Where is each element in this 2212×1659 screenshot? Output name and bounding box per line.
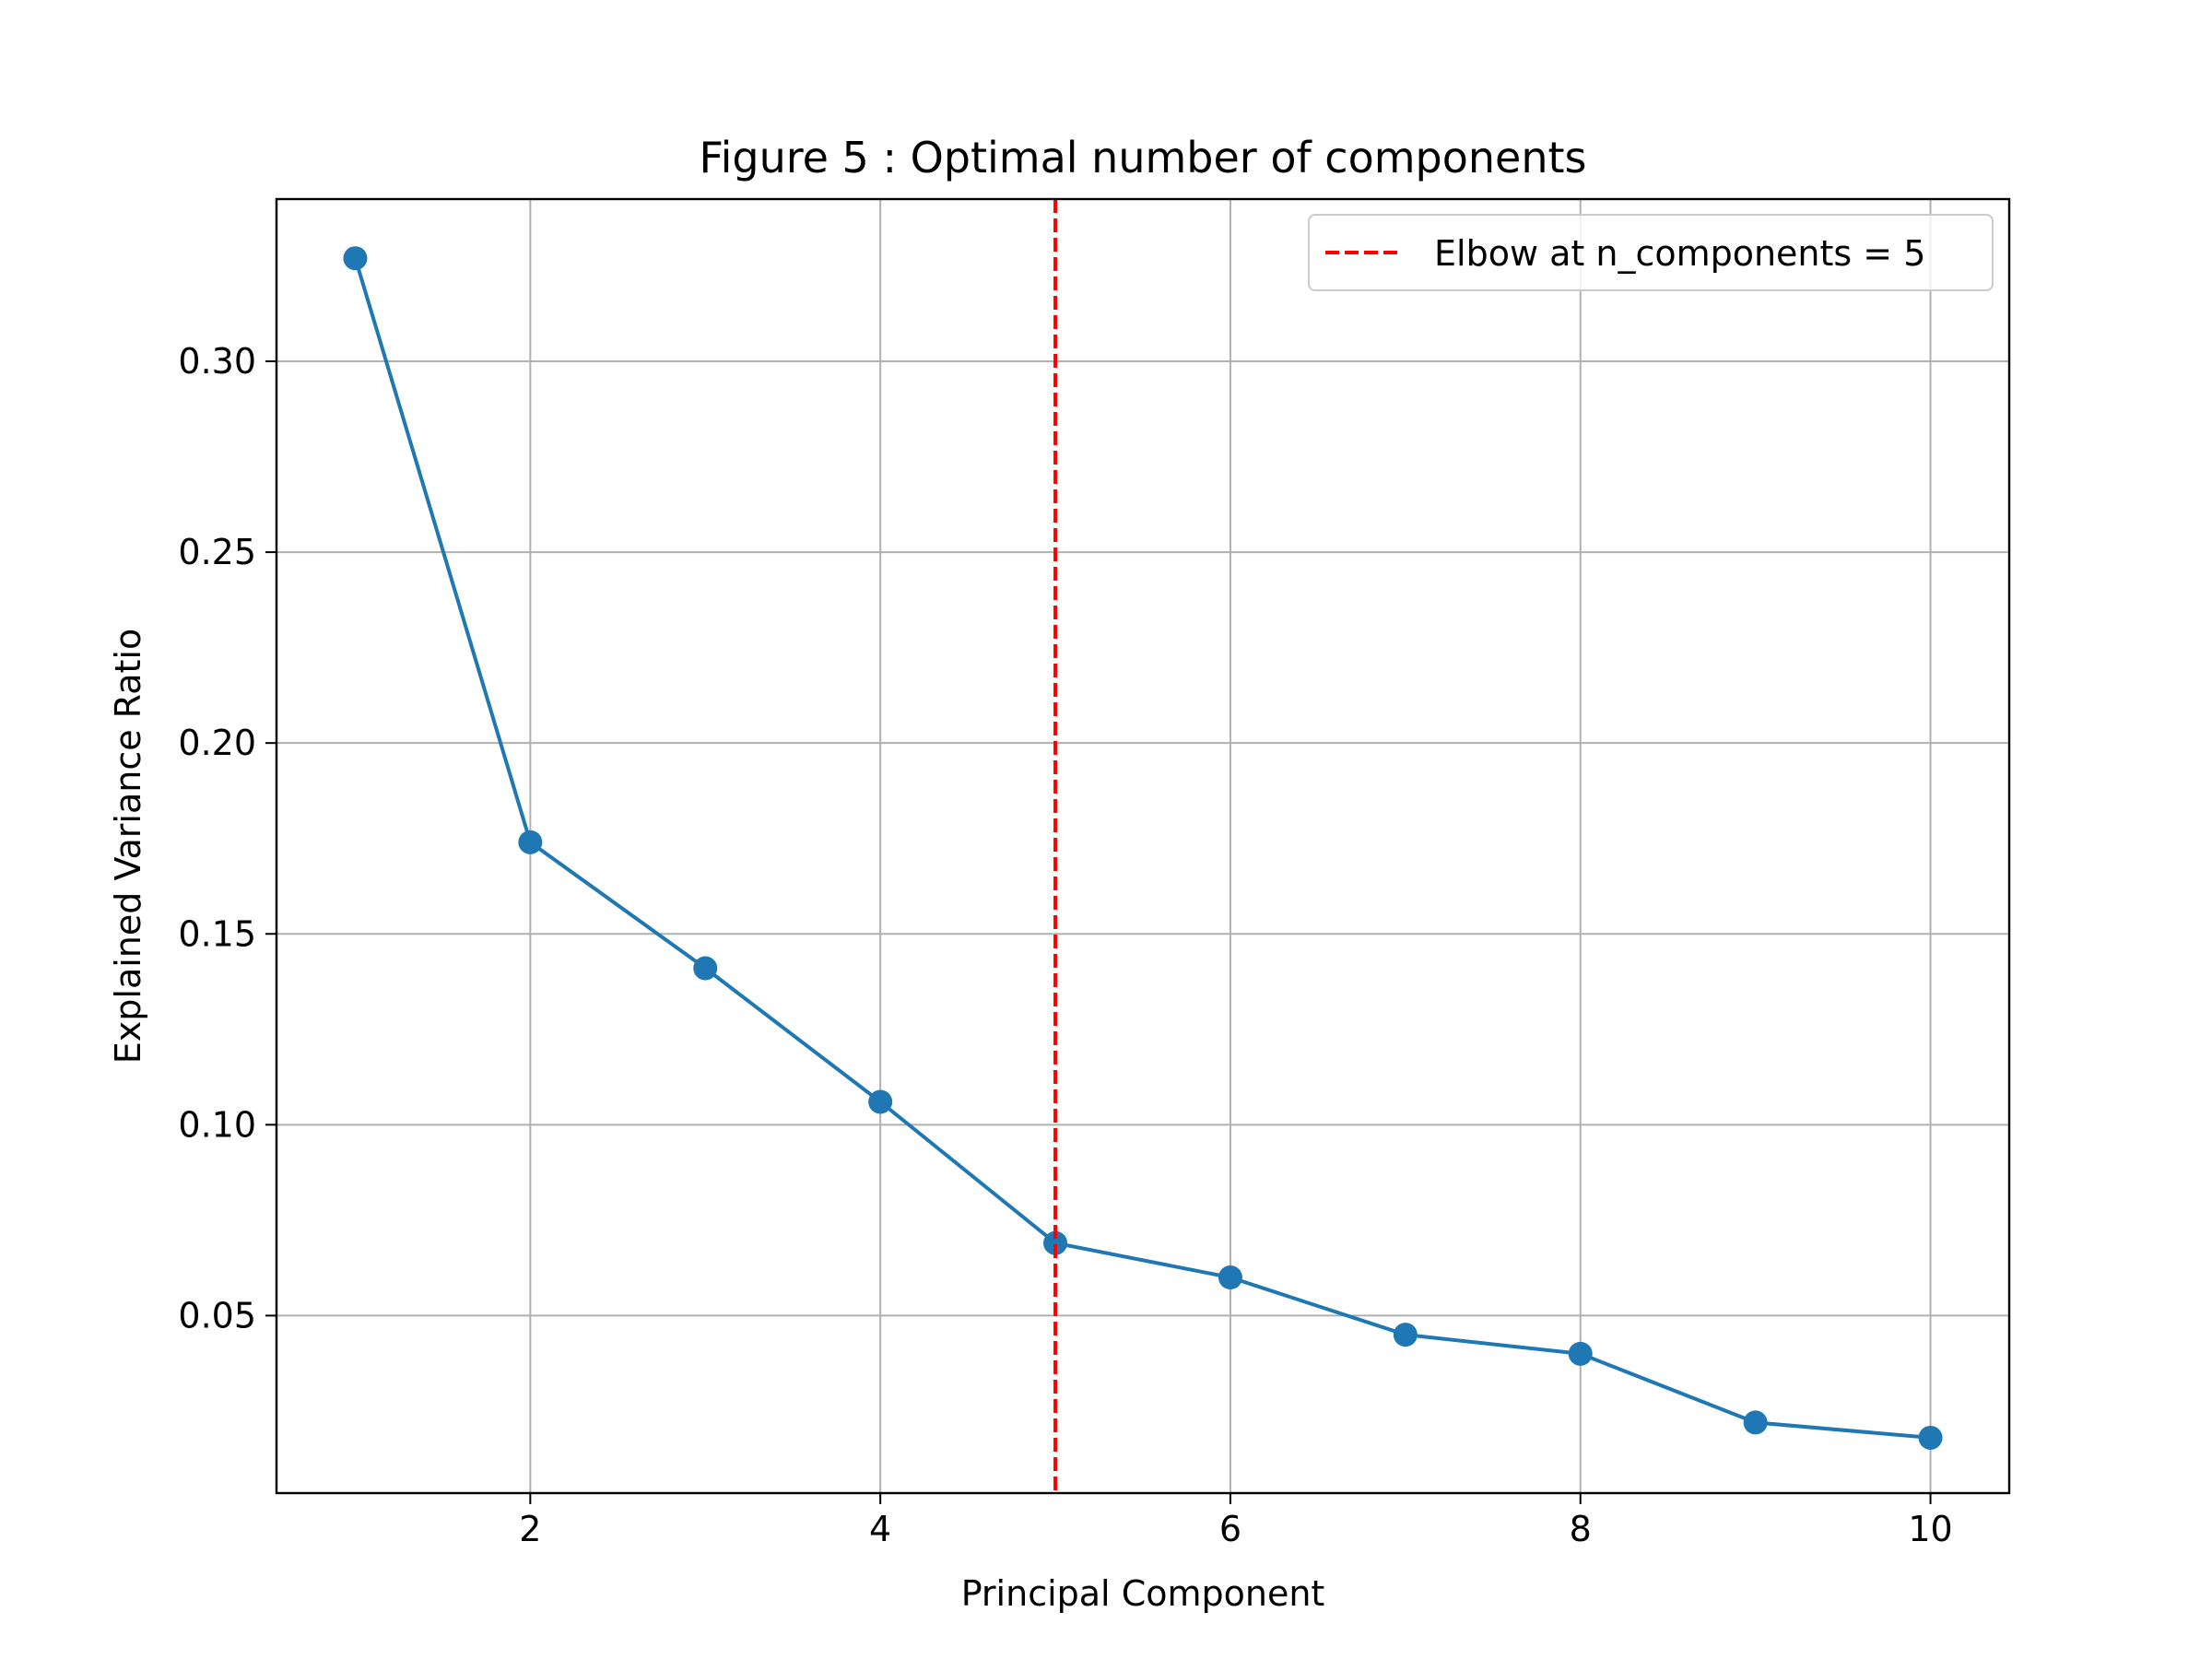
y-ticks: 0.05 0.10 0.15 0.20 0.25 0.30 <box>178 341 276 1335</box>
series-group <box>343 246 1943 1450</box>
y-tick-label: 0.10 <box>178 1104 256 1145</box>
data-point <box>1043 1230 1068 1255</box>
series-line <box>353 257 1931 1440</box>
x-tick-label: 4 <box>869 1509 891 1549</box>
x-tick-label: 8 <box>1570 1509 1592 1549</box>
grid <box>276 199 2009 1493</box>
data-point <box>1218 1265 1242 1289</box>
data-point <box>868 1089 893 1114</box>
data-point <box>518 830 543 854</box>
y-axis-label: Explained Variance Ratio <box>108 629 148 1064</box>
plot-frame <box>275 197 2011 1495</box>
x-tick-label: 6 <box>1219 1509 1241 1549</box>
y-tick-label: 0.15 <box>178 913 256 954</box>
x-tick-label: 10 <box>1908 1509 1952 1549</box>
legend-label-elbow: Elbow at n_components = 5 <box>1434 233 1925 274</box>
y-tick-label: 0.25 <box>178 532 256 572</box>
data-point <box>1743 1410 1768 1435</box>
y-tick-label: 0.30 <box>178 341 256 382</box>
x-ticks: 2 4 6 8 10 <box>519 1493 1953 1549</box>
x-axis-label: Principal Component <box>961 1573 1325 1614</box>
legend-box <box>1308 214 1994 291</box>
data-point <box>343 246 368 271</box>
data-point <box>693 956 718 981</box>
y-tick-label: 0.05 <box>178 1295 256 1335</box>
y-tick-label: 0.20 <box>178 723 256 763</box>
data-point <box>1393 1323 1418 1347</box>
x-tick-label: 2 <box>519 1509 541 1549</box>
data-point <box>1568 1341 1593 1366</box>
chart-title: Figure 5 : Optimal number of components <box>699 133 1586 182</box>
data-point <box>1918 1425 1943 1450</box>
legend: Elbow at n_components = 5 <box>1308 214 1994 291</box>
